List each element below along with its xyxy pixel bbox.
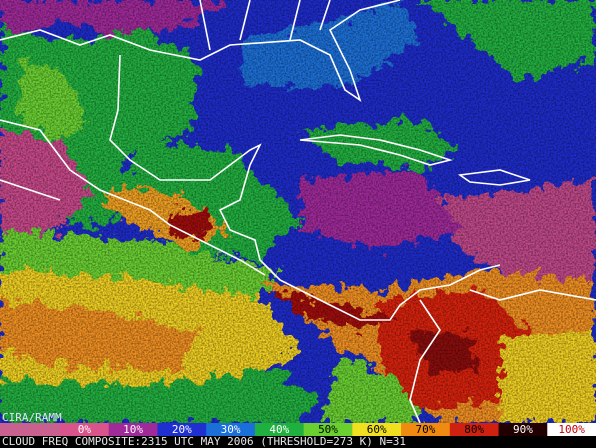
legend-swatch	[206, 423, 256, 436]
legend-label: 30%	[221, 423, 241, 436]
coastlines	[0, 0, 596, 424]
legend-label: 0%	[78, 423, 92, 436]
legend-swatch	[401, 423, 451, 436]
legend-label: 10%	[123, 423, 143, 436]
legend-swatch	[303, 423, 353, 436]
legend-swatch	[352, 423, 402, 436]
legend-label: 100%	[558, 423, 585, 436]
caption-bar	[0, 436, 596, 448]
legend-swatch	[547, 423, 596, 436]
legend-swatch	[498, 423, 548, 436]
legend-swatch	[449, 423, 500, 436]
legend-label: 20%	[172, 423, 192, 436]
legend-label: 40%	[269, 423, 289, 436]
legend: 0% 10% 20% 30% 40% 50% 60% 70% 80% 90% 100%	[0, 423, 596, 436]
legend-swatch	[254, 423, 305, 436]
legend-swatch	[108, 423, 158, 436]
cloud-field	[0, 0, 596, 423]
legend-swatch	[157, 423, 207, 436]
legend-label: 50%	[318, 423, 338, 436]
legend-swatch	[60, 423, 110, 436]
legend-label: 60%	[367, 423, 387, 436]
legend-label: 80%	[464, 423, 484, 436]
legend-lead	[0, 423, 60, 436]
caption: CLOUD FREQ COMPOSITE:2315 UTC MAY 2006 (…	[2, 435, 406, 448]
watermark: CIRA/RAMM	[2, 411, 62, 424]
legend-label: 70%	[416, 423, 436, 436]
legend-label: 90%	[513, 423, 533, 436]
